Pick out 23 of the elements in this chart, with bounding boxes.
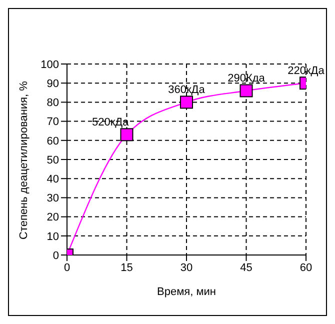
annotation: 220кДа (288, 65, 326, 78)
x-axis-title: Время, мин (157, 286, 216, 298)
y-tick-label: 50 (46, 154, 59, 166)
x-tick-label: 15 (120, 262, 133, 274)
x-tick-label: 60 (300, 262, 312, 274)
annotation: 290Кда (228, 72, 266, 85)
y-axis-title: Степень деацетилирования, % (18, 80, 30, 240)
y-tick-label: 60 (46, 135, 59, 148)
y-tick-label: 10 (46, 230, 59, 243)
annotation: 360кДа (168, 84, 206, 96)
x-tick-label: 0 (64, 262, 70, 274)
y-tick-label: 40 (46, 174, 59, 186)
y-tick-label: 90 (46, 78, 59, 90)
y-tick-label: 0 (52, 250, 59, 262)
x-tick-label: 45 (240, 262, 252, 274)
annotation: 520кДа (92, 116, 130, 129)
point (180, 96, 193, 109)
y-tick-label: 80 (46, 97, 59, 110)
x-tick-label: 30 (180, 262, 193, 274)
y-tick-label: 30 (46, 192, 59, 205)
y-tick-label: 70 (46, 116, 59, 128)
y-tick-label: 20 (46, 212, 59, 224)
y-tick-label: 100 (40, 58, 59, 71)
